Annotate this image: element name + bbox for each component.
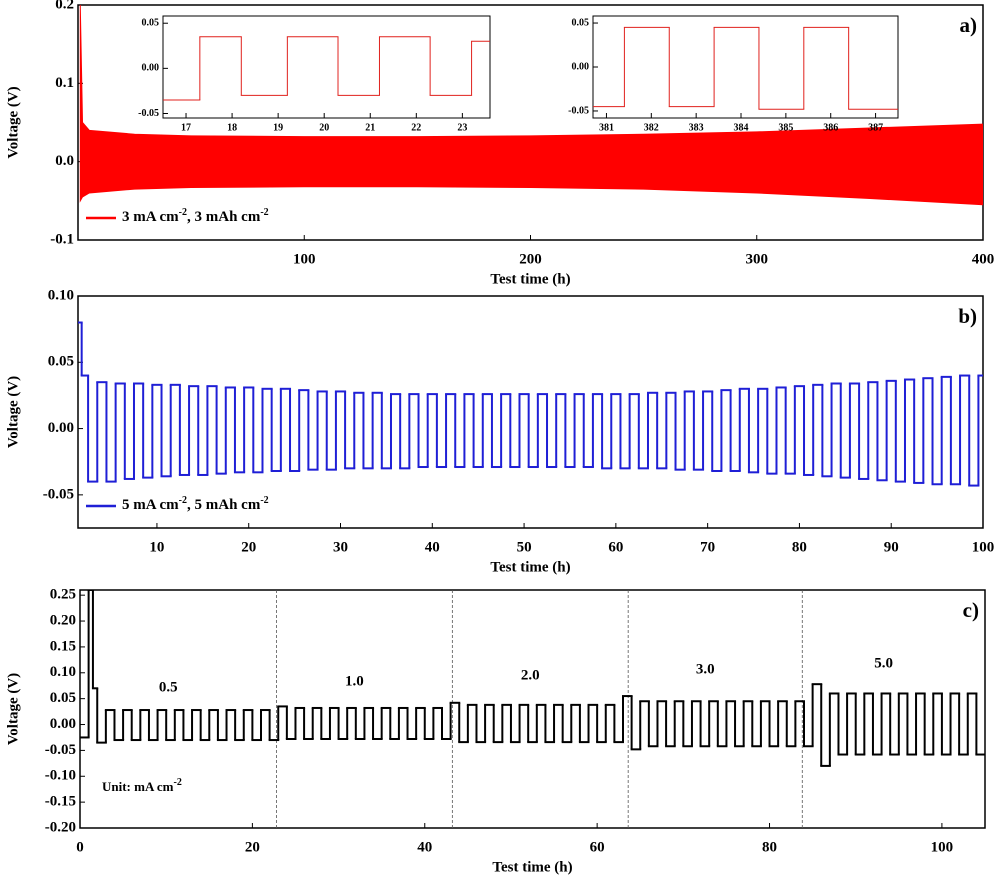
x-tick-label: 100 — [931, 839, 954, 855]
panel: -0.1 0.0 0.1 0.2 100 200 300 400 Voltage (V) Test… — [5, 0, 994, 287]
panel-label: a) — [960, 13, 978, 37]
y-tick-label: 0.0 — [55, 153, 74, 169]
data-layer — [80, 590, 985, 828]
rate-annotation: 3.0 — [696, 661, 715, 677]
x-tick-label: 80 — [792, 539, 807, 555]
x-tick-label: 22 — [411, 122, 421, 133]
x-tick-label: 90 — [884, 539, 899, 555]
x-tick-label: 30 — [333, 539, 348, 555]
y-tick-label: -0.05 — [568, 105, 589, 116]
x-tick-label: 17 — [181, 122, 191, 133]
panel-label: c) — [963, 598, 979, 622]
y-tick-label: -0.05 — [43, 486, 74, 502]
legend-label: 3 mA cm-2, 3 mAh cm-2 — [122, 207, 269, 226]
x-axis-label: Test time (h) — [492, 859, 572, 875]
x-axis-label: Test time (h) — [490, 271, 570, 287]
plot-frame — [592, 15, 899, 119]
inset: -0.05 0.00 0.05 381 382 383 384 385 386 387 — [568, 15, 899, 133]
y-tick-label: -0.05 — [138, 108, 159, 119]
rate-annotation: 1.0 — [345, 673, 364, 689]
inset: -0.05 0.00 0.05 17 18 19 20 21 22 23 — [138, 15, 491, 133]
y-tick-label: 0.20 — [50, 612, 76, 628]
y-tick-label: 0.25 — [50, 587, 76, 603]
x-tick-label: 300 — [746, 251, 769, 267]
y-tick-label: 0.1 — [55, 75, 74, 91]
y-axis-label: Voltage (V) — [5, 376, 21, 448]
x-axis-label: Test time (h) — [490, 559, 570, 575]
rate-annotation: 5.0 — [874, 655, 893, 671]
y-tick-label: 0.2 — [55, 0, 74, 12]
y-tick-label: -0.05 — [45, 742, 76, 758]
data-layer — [163, 36, 490, 101]
y-tick-label: 0.00 — [572, 61, 590, 72]
x-tick-label: 23 — [457, 122, 467, 133]
x-tick-label: 40 — [425, 539, 440, 555]
y-tick-label: 0.05 — [142, 18, 160, 29]
unit-note: Unit: mA cm-2 — [102, 777, 182, 794]
x-tick-label: 387 — [868, 122, 883, 133]
y-tick-label: 0.10 — [50, 664, 76, 680]
x-tick-label: 200 — [519, 251, 542, 267]
y-tick-label: 0.05 — [572, 17, 590, 28]
rate-annotation: 2.0 — [521, 667, 540, 683]
x-tick-label: 40 — [417, 839, 432, 855]
y-tick-label: 0.15 — [50, 638, 76, 654]
data-layer — [78, 321, 983, 487]
x-tick-label: 0 — [76, 839, 84, 855]
x-tick-label: 18 — [227, 122, 237, 133]
panel: -0.20 -0.15 -0.10 -0.05 0.00 0.05 0.10 0.15 0.20… — [5, 587, 986, 875]
x-tick-label: 20 — [319, 122, 329, 133]
x-tick-label: 80 — [762, 839, 777, 855]
x-tick-label: 381 — [599, 122, 614, 133]
panel-label: b) — [958, 304, 977, 328]
y-tick-label: 0.00 — [48, 420, 74, 436]
x-tick-label: 20 — [241, 539, 256, 555]
y-tick-label: 0.00 — [50, 716, 76, 732]
y-tick-label: 0.10 — [48, 287, 74, 303]
x-tick-label: 382 — [644, 122, 659, 133]
y-axis-label: Voltage (V) — [5, 673, 21, 745]
x-tick-label: 100 — [293, 251, 316, 267]
y-tick-label: -0.1 — [50, 231, 74, 247]
x-tick-label: 19 — [273, 122, 283, 133]
x-tick-label: 50 — [517, 539, 532, 555]
x-tick-label: 70 — [700, 539, 715, 555]
x-tick-label: 386 — [823, 122, 838, 133]
y-axis-label: Voltage (V) — [5, 86, 21, 158]
y-tick-label: 0.05 — [48, 354, 74, 370]
x-tick-label: 60 — [608, 539, 623, 555]
data-layer — [79, 5, 983, 206]
voltage-band — [79, 5, 983, 206]
plot-frame — [162, 15, 491, 119]
x-tick-label: 385 — [778, 122, 793, 133]
y-tick-label: -0.20 — [45, 819, 76, 835]
x-tick-label: 100 — [972, 539, 995, 555]
x-tick-label: 10 — [149, 539, 164, 555]
plot-frame — [79, 589, 986, 829]
x-tick-label: 400 — [972, 251, 995, 267]
x-tick-label: 20 — [245, 839, 260, 855]
y-tick-label: -0.15 — [45, 794, 76, 810]
y-tick-label: 0.05 — [50, 690, 76, 706]
rate-annotation: 0.5 — [159, 679, 178, 695]
x-tick-label: 21 — [365, 122, 375, 133]
y-tick-label: -0.10 — [45, 768, 76, 784]
legend-label: 5 mA cm-2, 5 mAh cm-2 — [122, 495, 269, 514]
data-layer — [593, 26, 898, 110]
plot-frame — [77, 295, 984, 529]
x-tick-label: 60 — [590, 839, 605, 855]
y-tick-label: 0.00 — [142, 63, 160, 74]
panel: -0.05 0.00 0.05 0.10 10 20 30 40 50 60 70 80 90 100 Vo… — [5, 287, 994, 575]
x-tick-label: 384 — [734, 122, 749, 133]
x-tick-label: 383 — [689, 122, 704, 133]
